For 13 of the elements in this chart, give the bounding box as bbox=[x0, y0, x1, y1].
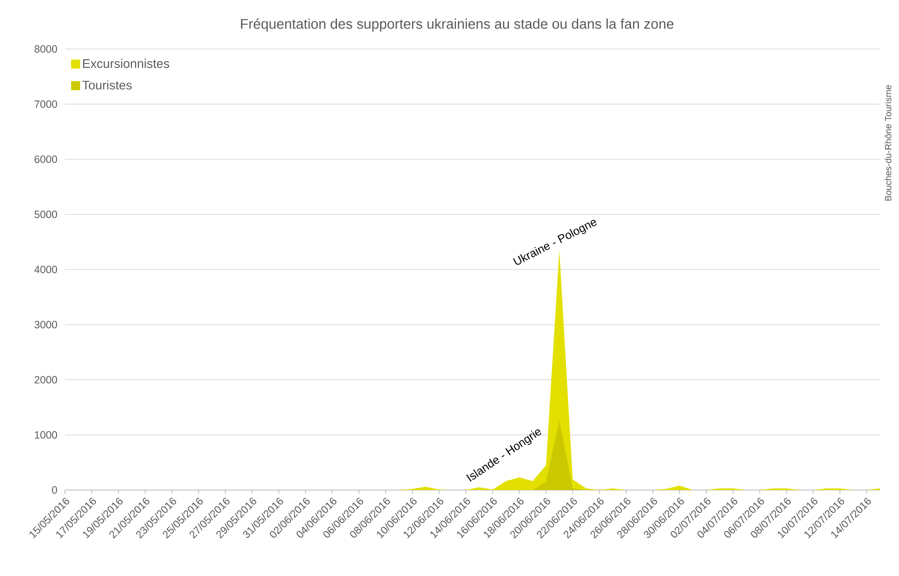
y-tick-label: 7000 bbox=[34, 100, 58, 108]
y-tick-label: 1000 bbox=[34, 431, 58, 439]
text: Bouches-du-Rhône Tourisme bbox=[884, 85, 892, 201]
y-tick-label: 8000 bbox=[34, 45, 58, 53]
y-tick-label: 6000 bbox=[34, 156, 58, 163]
chart-title: Fréquentation des supporters ukrainiens au stade ou dans la fan zone bbox=[241, 18, 674, 32]
y-tick-label: 5000 bbox=[34, 210, 58, 218]
y-tick-label: 4000 bbox=[34, 266, 58, 274]
legend-label: Excursionnistes bbox=[83, 58, 170, 68]
legend-label: Touristes bbox=[82, 80, 132, 90]
y-tick-label: 2000 bbox=[34, 376, 58, 384]
y-tick-label: 0 bbox=[52, 486, 58, 494]
y-tick-label: 3000 bbox=[34, 320, 58, 328]
